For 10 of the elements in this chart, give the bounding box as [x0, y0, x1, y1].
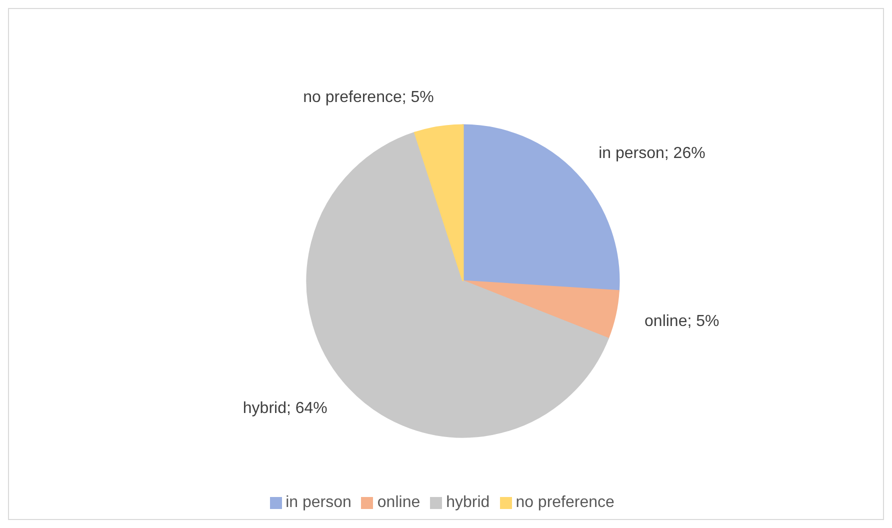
data-label: no preference; 5%: [303, 88, 434, 106]
legend-label: online: [377, 494, 420, 511]
data-label: in person; 26%: [598, 145, 706, 162]
pie-slice: [414, 124, 464, 282]
legend-label: in person: [286, 494, 352, 511]
pie-slice: [462, 280, 620, 340]
data-label: hybrid; 64%: [242, 400, 328, 417]
legend-label: no preference: [516, 494, 614, 511]
legend-label: hybrid: [446, 494, 490, 511]
data-label: online; 5%: [644, 313, 720, 330]
